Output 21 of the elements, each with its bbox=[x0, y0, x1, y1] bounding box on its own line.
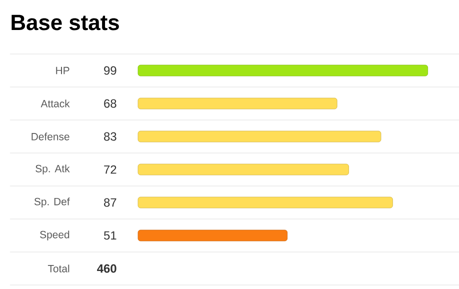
data-label: 83 bbox=[104, 132, 116, 141]
text: Total bbox=[48, 264, 70, 272]
data-label: 87 bbox=[104, 198, 116, 207]
y-tick-label: Attack bbox=[40, 100, 70, 108]
y-tick-label: Speed bbox=[40, 230, 70, 240]
y-tick-label: Sp. Def bbox=[34, 198, 70, 208]
chart-title: Base stats bbox=[12, 14, 119, 30]
bar bbox=[138, 130, 382, 142]
data-label: 72 bbox=[104, 165, 116, 174]
bar bbox=[138, 230, 288, 242]
bar bbox=[138, 98, 338, 110]
data-label: 99 bbox=[104, 66, 116, 75]
bar bbox=[138, 196, 393, 208]
bar bbox=[138, 164, 349, 176]
data-label: 51 bbox=[104, 231, 116, 240]
y-tick-label: Sp. Atk bbox=[36, 164, 70, 174]
data-label: 68 bbox=[104, 99, 116, 108]
y-tick-label: Defense bbox=[32, 132, 70, 140]
text: 460 bbox=[97, 264, 116, 273]
y-tick-label: HP bbox=[56, 66, 70, 74]
bar bbox=[138, 64, 428, 76]
